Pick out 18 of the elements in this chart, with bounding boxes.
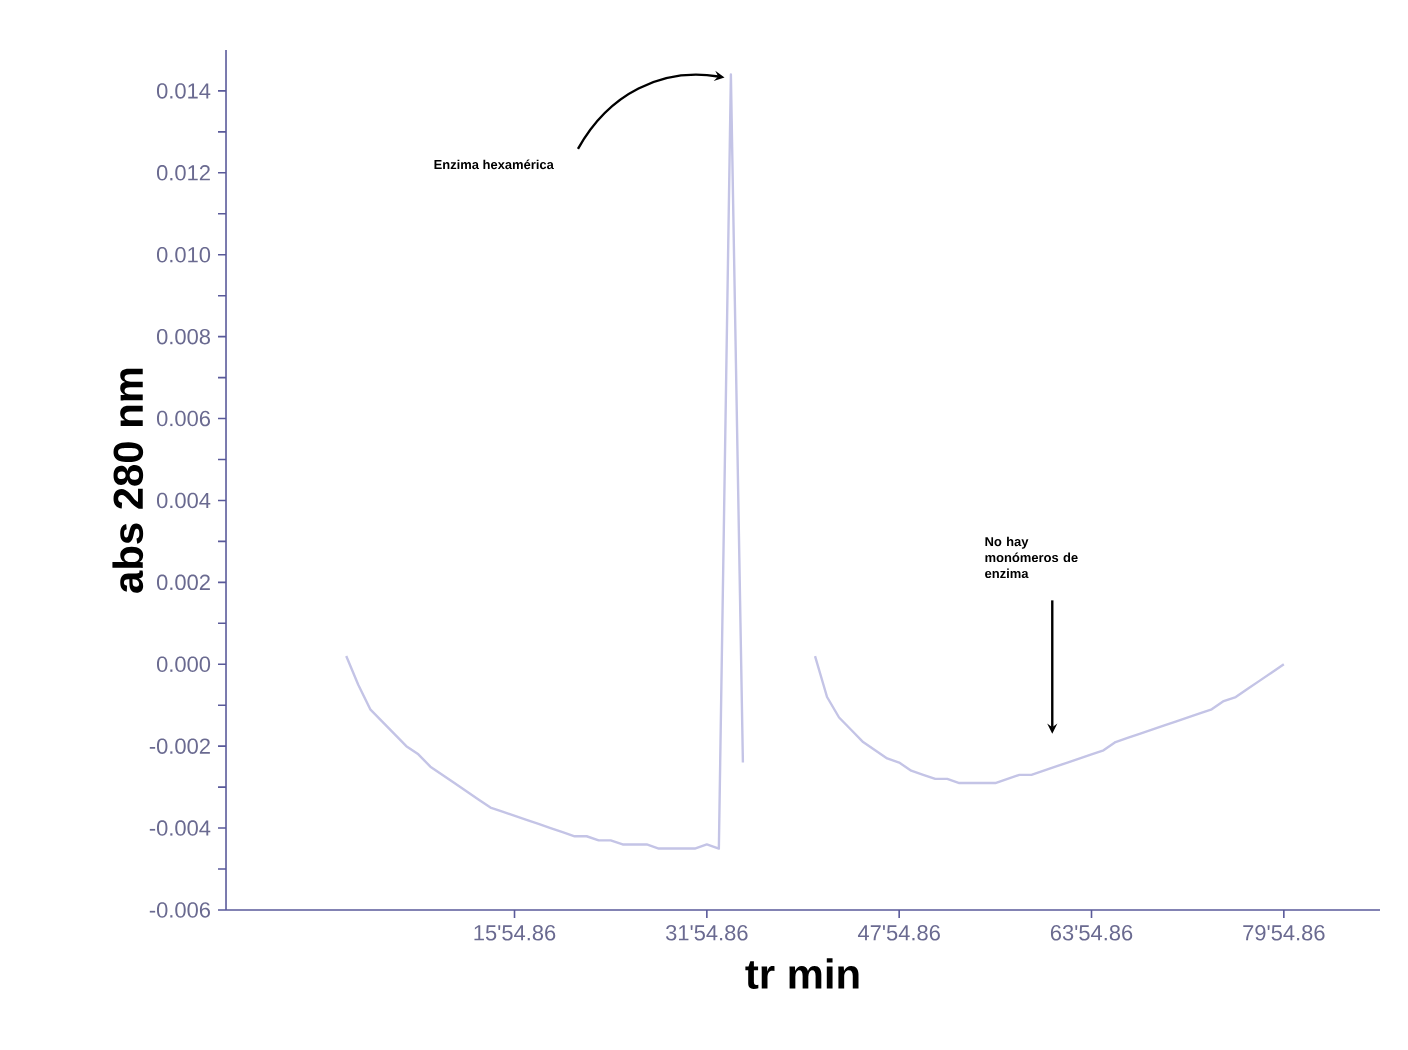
y-tick-label: 0.014: [156, 83, 211, 99]
y-tick-label: 0.002: [156, 574, 210, 591]
y-tick-label: 0.010: [156, 246, 211, 263]
x-tick-label: 47'54.86: [857, 925, 940, 941]
y-tick-label: 0.006: [156, 410, 210, 427]
y-tick-label: -0.006: [149, 902, 210, 918]
x-tick-label: 15'54.86: [474, 925, 556, 941]
y-tick-label: -0.002: [149, 738, 210, 754]
y-axis-title: abs 280 nm: [112, 368, 144, 593]
x-tick-label: 79'54.86: [1243, 925, 1325, 941]
x-tick-label: 63'54.86: [1050, 925, 1133, 941]
x-axis-title: tr min: [745, 958, 859, 989]
y-tick-label: 0.004: [156, 492, 211, 509]
x-tick-label: 31'54.86: [665, 925, 748, 941]
y-tick-label: -0.004: [149, 820, 211, 836]
y-tick-label: 0.000: [156, 656, 211, 673]
y-tick-label: 0.008: [156, 328, 210, 345]
y-tick-label: 0.012: [156, 165, 210, 181]
